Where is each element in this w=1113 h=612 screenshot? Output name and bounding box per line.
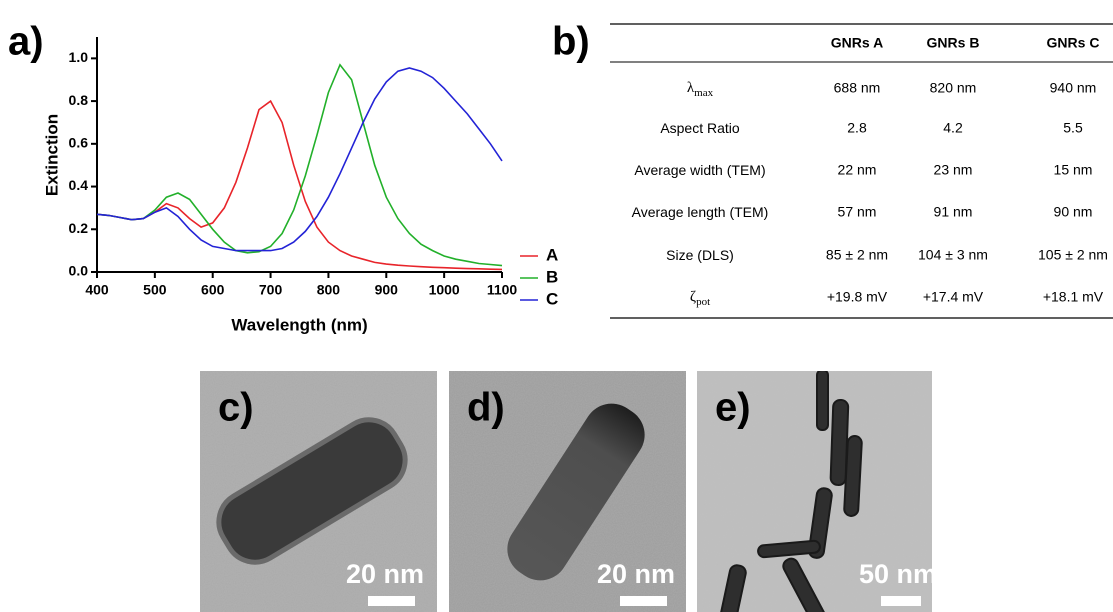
row-label-text: Average width (TEM) [634, 162, 765, 178]
table-cell: 105 ± 2 nm [1038, 247, 1108, 263]
table-cell: 22 nm [838, 162, 877, 178]
series-line [97, 68, 502, 251]
scale-label: 20 nm [346, 559, 424, 589]
row-label: ζpot [690, 289, 710, 307]
table-cell: 90 nm [1054, 204, 1093, 220]
table-cell: +17.4 mV [923, 289, 984, 305]
row-label-sub: pot [696, 296, 710, 308]
x-tick-label: 800 [317, 282, 341, 298]
row-label-text: Aspect Ratio [660, 120, 740, 136]
y-tick-label: 0.8 [69, 92, 89, 108]
row-label: λmax [687, 80, 714, 98]
x-tick-label: 600 [201, 282, 225, 298]
x-tick-label: 1100 [487, 282, 518, 298]
panel-label: d) [467, 386, 505, 430]
row-label: Average length (TEM) [632, 204, 769, 220]
legend-label: B [546, 267, 558, 286]
figure: 0.0 0.2 0.4 0.6 0.8 1.0 400 500 600 700 800 900 1000… [0, 0, 1113, 612]
table-cell: 940 nm [1050, 80, 1097, 96]
table-cell: 15 nm [1054, 162, 1093, 178]
row-label-sub: max [694, 87, 713, 99]
table-cell: 4.2 [943, 120, 963, 136]
table-cell: +19.8 mV [827, 289, 888, 305]
table-cell: 91 nm [934, 204, 973, 220]
panel-label: e) [715, 386, 751, 430]
table-cell: 23 nm [934, 162, 973, 178]
x-axis-title: Wavelength (nm) [231, 315, 367, 334]
series-line [97, 65, 502, 266]
row-label-text: Average length (TEM) [632, 204, 769, 220]
table-header: GNRs C [1047, 35, 1100, 51]
x-tick-label: 900 [375, 282, 399, 298]
y-axis-title: Extinction [42, 114, 61, 196]
table-cell: 820 nm [930, 80, 977, 96]
legend-label: A [546, 245, 558, 264]
table-cell: 688 nm [834, 80, 881, 96]
row-label: Size (DLS) [666, 247, 734, 263]
x-tick-label: 1000 [429, 282, 460, 298]
table-cell: 85 ± 2 nm [826, 247, 888, 263]
table-cell: +18.1 mV [1043, 289, 1104, 305]
panel-label: a) [8, 20, 44, 64]
table-cell: 104 ± 3 nm [918, 247, 988, 263]
x-tick-label: 700 [259, 282, 283, 298]
table-cell: 5.5 [1063, 120, 1083, 136]
y-tick-label: 1.0 [69, 49, 89, 65]
table-header: GNRs B [927, 35, 980, 51]
y-tick-label: 0.6 [69, 135, 89, 151]
x-tick-label: 500 [143, 282, 167, 298]
table-header: GNRs A [831, 35, 883, 51]
panel-label: c) [218, 386, 254, 430]
row-label: Aspect Ratio [660, 120, 740, 136]
row-label: Average width (TEM) [634, 162, 765, 178]
x-tick-label: 400 [85, 282, 109, 298]
page: 0.0 0.2 0.4 0.6 0.8 1.0 400 500 600 700 800 900 1000… [0, 0, 1113, 612]
row-label-text: Size (DLS) [666, 247, 734, 263]
scale-label: 50 nm [859, 559, 937, 589]
series-line [97, 101, 502, 269]
y-tick-label: 0.4 [69, 177, 89, 193]
y-tick-label: 0.0 [69, 263, 89, 279]
legend-label: C [546, 289, 558, 308]
y-tick-label: 0.2 [69, 220, 89, 236]
scale-label: 20 nm [597, 559, 675, 589]
panel-label: b) [552, 20, 590, 64]
table-cell: 57 nm [838, 204, 877, 220]
table-cell: 2.8 [847, 120, 867, 136]
